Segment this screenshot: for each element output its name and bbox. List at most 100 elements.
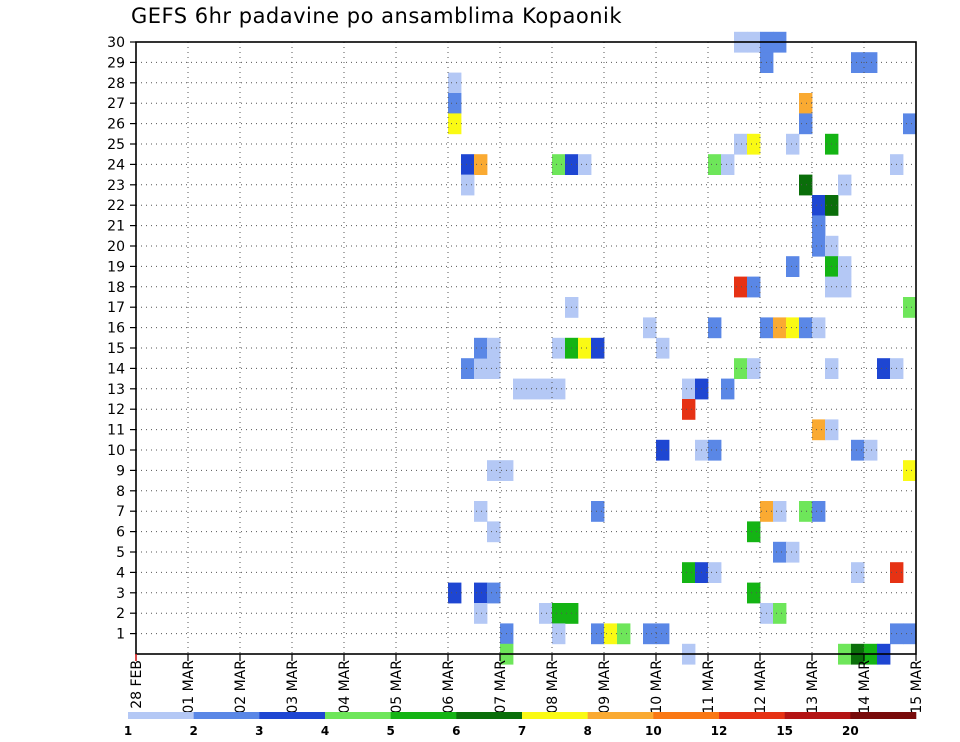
heatmap-cell [838, 174, 852, 196]
heatmap-cell [552, 154, 566, 175]
heatmap-cell [773, 603, 787, 624]
y-tick-label: 16 [107, 321, 125, 337]
x-tick-label: 09 MAR [597, 660, 613, 714]
heatmap-cell [747, 358, 761, 379]
y-tick-label: 11 [107, 423, 125, 439]
heatmap-cell [734, 276, 748, 298]
heatmap-cell [448, 93, 462, 114]
heatmap-cell [643, 623, 657, 645]
heatmap-cell [656, 439, 670, 461]
heatmap-cell [734, 358, 748, 379]
x-tick-label: 14 MAR [857, 660, 873, 714]
y-tick-label: 6 [116, 525, 125, 541]
y-tick-label: 8 [116, 484, 125, 500]
heatmap-cell [604, 623, 618, 645]
x-tick-label: 04 MAR [337, 660, 353, 714]
heatmap-cell [747, 133, 761, 155]
heatmap-cell [682, 562, 696, 583]
heatmap-cell [812, 215, 826, 237]
y-tick-label: 29 [107, 55, 125, 71]
colorbar-swatch [850, 712, 917, 719]
heatmap-cell [877, 358, 891, 379]
heatmap-cell [864, 439, 878, 461]
colorbar-swatch [259, 712, 326, 719]
x-tick-label: 07 MAR [493, 660, 509, 714]
heatmap-cell [539, 603, 553, 624]
colorbar: 1 2 3 4 5 6 7 8 10 12 15 20 [124, 712, 917, 738]
colorbar-swatch [719, 712, 785, 719]
heatmap-cell [812, 501, 826, 522]
heatmap-cell [851, 562, 865, 583]
colorbar-label: 12 [711, 724, 728, 738]
x-tick-label: 08 MAR [545, 660, 561, 714]
x-tick-label: 03 MAR [285, 660, 301, 714]
chart-title: GEFS 6hr padavine po ansamblima Kopaonik [131, 4, 623, 28]
colorbar-label: 3 [255, 724, 263, 738]
heatmap-cell [812, 195, 826, 216]
heatmap-cell [786, 541, 800, 563]
heatmap-cell [786, 256, 800, 277]
heatmap-cell [552, 623, 566, 645]
colorbar-label: 15 [776, 724, 793, 738]
x-tick-label: 15 MAR [909, 660, 925, 714]
heatmap-cell [838, 276, 852, 298]
heatmap-cell [721, 378, 735, 400]
heatmap-cell [799, 174, 813, 196]
heatmap-cell [578, 154, 592, 175]
heatmap-cell [513, 378, 527, 400]
heatmap-cell [474, 603, 488, 624]
heatmap-cell [656, 337, 670, 359]
heatmap-cell [708, 317, 722, 339]
heatmap-cell [474, 154, 488, 175]
heatmap-cell [747, 521, 761, 543]
heatmap-cell [747, 276, 761, 298]
heatmap-cell [747, 582, 761, 604]
heatmap-cell [903, 460, 917, 481]
heatmap-cell [448, 113, 462, 135]
y-tick-label: 17 [107, 300, 125, 316]
heatmap-cell [708, 154, 722, 175]
heatmap-cell [487, 460, 501, 481]
y-tick-label: 28 [107, 76, 125, 92]
heatmap-cell [812, 235, 826, 257]
y-tick-label: 4 [116, 565, 125, 581]
heatmap-cell [539, 378, 553, 400]
heatmap-cell [864, 52, 878, 73]
y-tick-label: 15 [107, 341, 125, 357]
colorbar-label: 6 [452, 724, 460, 738]
heatmap-cell [903, 113, 917, 135]
y-tick-label: 12 [107, 402, 125, 418]
colorbar-label: 5 [386, 724, 394, 738]
y-tick-label: 1 [116, 627, 125, 643]
colorbar-swatch [784, 712, 851, 719]
heatmap-cell [773, 541, 787, 563]
colorbar-label: 20 [842, 724, 859, 738]
colorbar-swatch [193, 712, 260, 719]
heatmap-cell [851, 439, 865, 461]
colorbar-label: 8 [583, 724, 591, 738]
heatmap-cell [487, 582, 501, 604]
y-tick-label: 9 [116, 463, 125, 479]
colorbar-label: 2 [189, 724, 197, 738]
x-tick-label: 06 MAR [441, 660, 457, 714]
colorbar-swatch [128, 712, 194, 719]
y-tick-label: 27 [107, 96, 125, 112]
colorbar-label: 4 [321, 724, 329, 738]
heatmap-cell [786, 317, 800, 339]
heatmap-cell [708, 562, 722, 583]
heatmap-cell [448, 72, 462, 94]
x-tick-label: 13 MAR [805, 660, 821, 714]
heatmap-cell [643, 317, 657, 339]
heatmap-cell [474, 582, 488, 604]
heatmap-cell [448, 582, 462, 604]
heatmap-cell [474, 337, 488, 359]
y-tick-label: 22 [107, 198, 125, 214]
heatmap-cell [682, 378, 696, 400]
heatmap-cell [812, 419, 826, 441]
heatmap-cell [487, 521, 501, 543]
heatmap-cell [851, 52, 865, 73]
heatmap-cell [591, 501, 605, 522]
heatmap-cell [552, 337, 566, 359]
heatmap-cell [799, 93, 813, 114]
